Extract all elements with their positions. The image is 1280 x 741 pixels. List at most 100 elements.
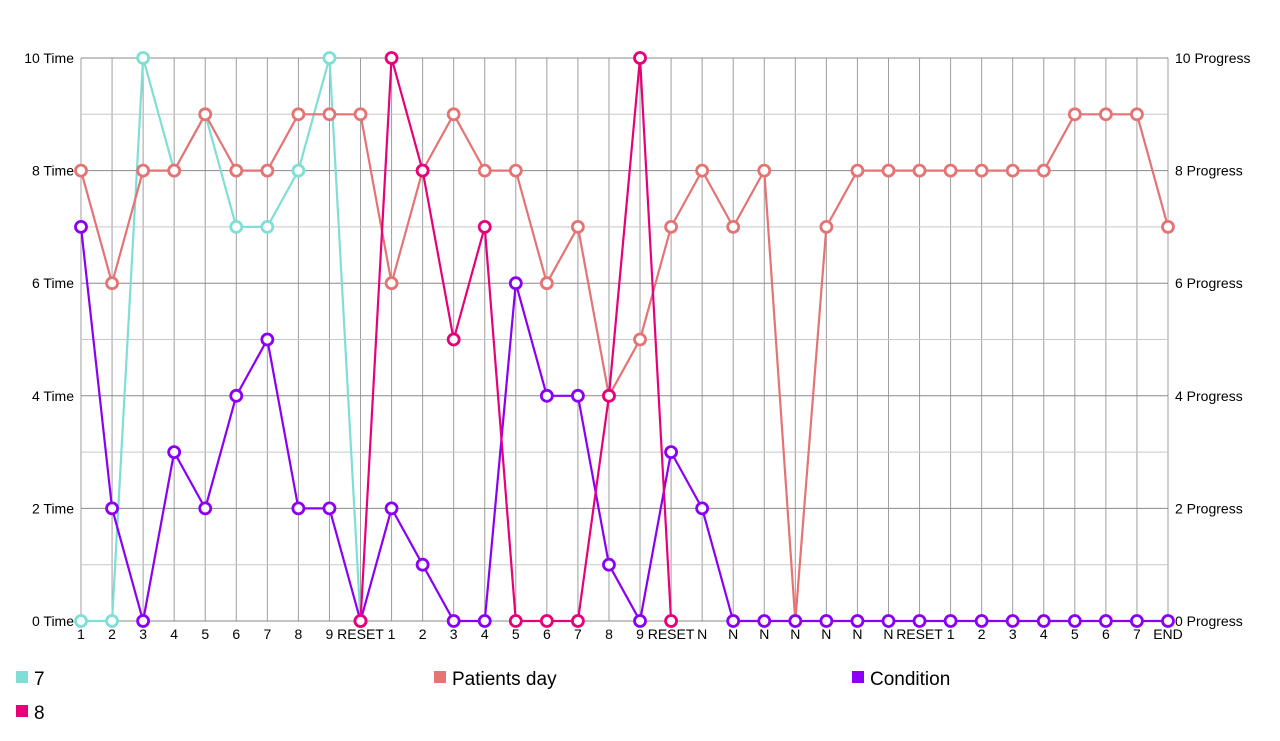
x-tick-label: 6 [1102, 626, 1110, 642]
legend-item: Condition [852, 669, 950, 690]
y-tick-label-left: 4 Time [32, 388, 74, 404]
data-point [229, 163, 244, 178]
data-point [912, 614, 927, 628]
y-tick-label-left: 0 Time [32, 613, 74, 629]
x-tick-label: 7 [263, 626, 271, 642]
data-point [539, 388, 554, 403]
data-point [322, 107, 337, 122]
data-point [446, 107, 461, 122]
series-line [79, 113, 1170, 623]
x-tick-label: 2 [978, 626, 986, 642]
series-condition [74, 219, 1175, 628]
data-point [1067, 107, 1082, 122]
data-point [1036, 163, 1051, 178]
data-point [477, 163, 492, 178]
data-point [508, 163, 523, 178]
data-point [229, 219, 244, 234]
data-point [291, 163, 306, 178]
data-point [726, 219, 741, 234]
data-point [539, 614, 554, 628]
x-tick-label: N [852, 626, 862, 642]
y-tick-label-right: 4 Progress [1175, 388, 1243, 404]
data-point [819, 219, 834, 234]
data-point [322, 501, 337, 516]
data-point [850, 614, 865, 628]
data-point [74, 614, 88, 628]
legend: 7 Patients day Condition 8 [16, 669, 950, 724]
x-tick-label: N [697, 626, 707, 642]
y-tick-label-right: 0 Progress [1175, 613, 1243, 629]
data-point [881, 163, 896, 178]
data-point [446, 614, 461, 628]
data-point [136, 51, 151, 65]
data-point [384, 51, 399, 65]
data-point [1161, 614, 1175, 628]
x-tick-label: 3 [450, 626, 458, 642]
data-point [602, 388, 616, 403]
x-tick-label: 8 [295, 626, 303, 642]
series-8 [353, 51, 678, 628]
data-point [695, 163, 710, 178]
data-point [415, 557, 430, 572]
data-point [974, 614, 989, 628]
y-tick-label-left: 2 Time [32, 500, 74, 516]
data-point [1036, 614, 1051, 628]
data-point [633, 614, 647, 628]
data-point [571, 219, 585, 234]
data-point [571, 614, 585, 628]
legend-item: Patients day [434, 669, 557, 690]
x-tick-label: N [821, 626, 831, 642]
y-axis-right: 0 Progress 2 Progress 4 Progress 6 Progress… [1175, 50, 1250, 629]
data-point [1130, 614, 1144, 628]
x-tick-label: END [1153, 626, 1183, 642]
series [74, 51, 1175, 628]
y-axis-left: 0 Time 2 Time 4 Time 6 Time 8 Time 10 Time [24, 50, 74, 629]
data-point [974, 163, 989, 178]
data-point [446, 332, 461, 347]
data-point [167, 445, 182, 460]
x-tick-label: 5 [512, 626, 520, 642]
y-tick-label-left: 6 Time [32, 275, 74, 291]
data-point [788, 614, 803, 628]
data-point [508, 614, 523, 628]
data-point [1098, 107, 1113, 122]
x-tick-label: N [790, 626, 800, 642]
data-point [664, 614, 678, 628]
y-tick-label-left: 10 Time [24, 50, 74, 66]
data-point [74, 163, 88, 178]
data-point [136, 614, 151, 628]
data-point [850, 163, 865, 178]
x-tick-label: 9 [636, 626, 644, 642]
data-point [167, 163, 182, 178]
data-point [260, 219, 275, 234]
x-tick-label: 5 [201, 626, 209, 642]
data-point [229, 388, 244, 403]
data-point [881, 614, 896, 628]
data-point [757, 163, 772, 178]
data-point [136, 163, 151, 178]
x-tick-label: RESET [337, 626, 384, 642]
data-point [1005, 614, 1020, 628]
x-tick-label: N [728, 626, 738, 642]
data-point [695, 501, 710, 516]
data-point [477, 614, 492, 628]
data-point [415, 163, 430, 178]
legend-label: Condition [870, 669, 950, 690]
data-point [260, 332, 275, 347]
data-point [322, 51, 337, 65]
legend-item: 7 [16, 669, 45, 690]
data-point [602, 557, 616, 572]
data-point [664, 445, 678, 460]
data-point [539, 276, 554, 291]
x-axis: 1 2 3 4 5 6 7 8 9 RESET 1 2 3 4 5 6 7 8 9 RESET N N N N N N N RESET… [77, 626, 1183, 642]
x-tick-label: 1 [947, 626, 955, 642]
data-point [664, 219, 678, 234]
data-point [384, 276, 399, 291]
data-point [198, 107, 213, 122]
data-point [912, 163, 927, 178]
x-tick-label: N [883, 626, 893, 642]
legend-swatch [16, 705, 28, 717]
x-tick-label: 7 [574, 626, 582, 642]
data-point [260, 163, 275, 178]
